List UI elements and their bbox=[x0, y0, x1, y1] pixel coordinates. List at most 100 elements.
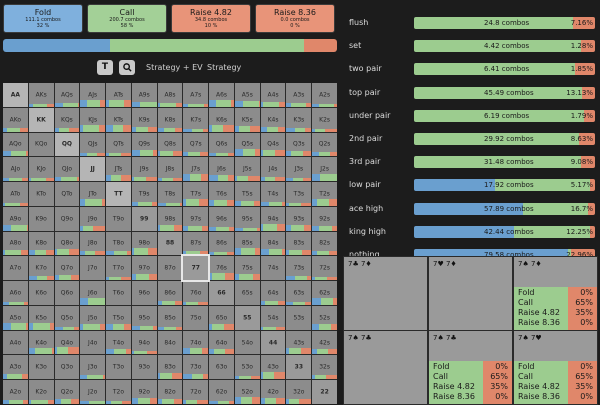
hand-cell-kts[interactable]: KTs bbox=[106, 107, 131, 132]
hand-cell-75o[interactable]: 75o bbox=[183, 305, 209, 330]
hand-cell-64o[interactable]: 64o bbox=[209, 330, 234, 355]
hand-cell-t5o[interactable]: T5o bbox=[106, 305, 131, 330]
hand-cell-qjo[interactable]: QJo bbox=[54, 157, 80, 182]
hand-cell-82s[interactable]: 82s bbox=[312, 231, 337, 256]
hand-cell-t2s[interactable]: T2s bbox=[312, 182, 337, 206]
hand-cell-jj[interactable]: JJ bbox=[80, 157, 106, 182]
hand-cell-85s[interactable]: 85s bbox=[234, 231, 260, 256]
hand-cell-q9s[interactable]: Q9s bbox=[131, 132, 157, 157]
hand-cell-a2s[interactable]: A2s bbox=[312, 83, 337, 107]
combo-panel[interactable]: Fold Call Raise 4.82 Raise 8.36 0% 65% 35% 0% 7♠… bbox=[428, 330, 513, 405]
hand-cell-k9o[interactable]: K9o bbox=[28, 206, 54, 231]
hand-cell-32o[interactable]: 32o bbox=[286, 380, 312, 404]
hand-cell-j9o[interactable]: J9o bbox=[80, 206, 106, 231]
hand-cell-q9o[interactable]: Q9o bbox=[54, 206, 80, 231]
hand-cell-q8o[interactable]: Q8o bbox=[54, 231, 80, 256]
hand-cell-k4o[interactable]: K4o bbox=[28, 330, 54, 355]
hand-cell-ako[interactable]: AKo bbox=[3, 107, 28, 132]
hand-cell-ato[interactable]: ATo bbox=[3, 182, 28, 206]
hand-cell-33[interactable]: 33 bbox=[286, 355, 312, 380]
hand-cell-t4s[interactable]: T4s bbox=[260, 182, 286, 206]
hand-cell-qq[interactable]: QQ bbox=[54, 132, 80, 157]
hand-cell-tt[interactable]: TT bbox=[106, 182, 131, 206]
hand-cell-kqo[interactable]: KQo bbox=[28, 132, 54, 157]
hand-cell-42s[interactable]: 42s bbox=[312, 330, 337, 355]
action-box-raise-8-36[interactable]: Raise 8.36 0.0 combos 0 % bbox=[255, 4, 335, 33]
search-button[interactable] bbox=[119, 60, 135, 75]
hand-cell-96o[interactable]: 96o bbox=[131, 281, 157, 305]
hand-cell-93s[interactable]: 93s bbox=[286, 206, 312, 231]
hand-cell-55[interactable]: 55 bbox=[234, 305, 260, 330]
hand-cell-t6s[interactable]: T6s bbox=[209, 182, 234, 206]
hand-cell-t6o[interactable]: T6o bbox=[106, 281, 131, 305]
stat-row-king-high[interactable]: king high 42.44 combos 12.25% bbox=[349, 225, 595, 238]
hand-cell-83s[interactable]: 83s bbox=[286, 231, 312, 256]
hand-cell-73o[interactable]: 73o bbox=[183, 355, 209, 380]
hand-cell-54o[interactable]: 54o bbox=[234, 330, 260, 355]
hand-cell-94o[interactable]: 94o bbox=[131, 330, 157, 355]
hand-cell-k3o[interactable]: K3o bbox=[28, 355, 54, 380]
hand-cell-k6s[interactable]: K6s bbox=[209, 107, 234, 132]
stat-row-ace-high[interactable]: ace high 57.89 combos 16.7% bbox=[349, 202, 595, 215]
hand-cell-q3o[interactable]: Q3o bbox=[54, 355, 80, 380]
hand-cell-97s[interactable]: 97s bbox=[183, 206, 209, 231]
hand-cell-aqo[interactable]: AQo bbox=[3, 132, 28, 157]
hand-cell-76s[interactable]: 76s bbox=[209, 256, 234, 281]
hand-cell-qto[interactable]: QTo bbox=[54, 182, 80, 206]
hand-cell-84o[interactable]: 84o bbox=[157, 330, 183, 355]
hand-cell-k9s[interactable]: K9s bbox=[131, 107, 157, 132]
stat-row-2nd-pair[interactable]: 2nd pair 29.92 combos 8.63% bbox=[349, 133, 595, 145]
hand-cell-t8s[interactable]: T8s bbox=[157, 182, 183, 206]
hand-cell-a4o[interactable]: A4o bbox=[3, 330, 28, 355]
hand-cell-65s[interactable]: 65s bbox=[234, 281, 260, 305]
hand-cell-k2o[interactable]: K2o bbox=[28, 380, 54, 404]
hand-cell-a3s[interactable]: A3s bbox=[286, 83, 312, 107]
hand-cell-53o[interactable]: 53o bbox=[234, 355, 260, 380]
hand-cell-a9s[interactable]: A9s bbox=[131, 83, 157, 107]
hand-cell-t9o[interactable]: T9o bbox=[106, 206, 131, 231]
hand-cell-ajs[interactable]: AJs bbox=[80, 83, 106, 107]
hand-cell-k3s[interactable]: K3s bbox=[286, 107, 312, 132]
combo-panel[interactable]: 7♣ 7♦ bbox=[343, 256, 428, 331]
hand-cell-92s[interactable]: 92s bbox=[312, 206, 337, 231]
hand-cell-88[interactable]: 88 bbox=[157, 231, 183, 256]
hand-cell-q2s[interactable]: Q2s bbox=[312, 132, 337, 157]
hand-cell-q2o[interactable]: Q2o bbox=[54, 380, 80, 404]
hand-cell-98o[interactable]: 98o bbox=[131, 231, 157, 256]
hand-cell-74o[interactable]: 74o bbox=[183, 330, 209, 355]
hand-cell-jto[interactable]: JTo bbox=[80, 182, 106, 206]
hand-cell-73s[interactable]: 73s bbox=[286, 256, 312, 281]
hand-cell-k2s[interactable]: K2s bbox=[312, 107, 337, 132]
hand-cell-a3o[interactable]: A3o bbox=[3, 355, 28, 380]
combo-panel[interactable]: 7♥ 7♦ bbox=[428, 256, 513, 331]
hand-cell-t3s[interactable]: T3s bbox=[286, 182, 312, 206]
hand-cell-97o[interactable]: 97o bbox=[131, 256, 157, 281]
hand-cell-44[interactable]: 44 bbox=[260, 330, 286, 355]
hand-cell-q7s[interactable]: Q7s bbox=[183, 132, 209, 157]
hand-cell-q4o[interactable]: Q4o bbox=[54, 330, 80, 355]
hand-cell-kto[interactable]: KTo bbox=[28, 182, 54, 206]
hand-cell-j6o[interactable]: J6o bbox=[80, 281, 106, 305]
stat-row-set[interactable]: set 4.42 combos 1.28% bbox=[349, 40, 595, 53]
hand-cell-aqs[interactable]: AQs bbox=[54, 83, 80, 107]
action-box-raise-4-82[interactable]: Raise 4.82 34.8 combos 10 % bbox=[171, 4, 251, 33]
hand-cell-52o[interactable]: 52o bbox=[234, 380, 260, 404]
hand-cell-k5s[interactable]: K5s bbox=[234, 107, 260, 132]
hand-cell-a5s[interactable]: A5s bbox=[234, 83, 260, 107]
hand-cell-53s[interactable]: 53s bbox=[286, 305, 312, 330]
hand-cell-54s[interactable]: 54s bbox=[260, 305, 286, 330]
hand-cell-96s[interactable]: 96s bbox=[209, 206, 234, 231]
hand-cell-72o[interactable]: 72o bbox=[183, 380, 209, 404]
hand-cell-t5s[interactable]: T5s bbox=[234, 182, 260, 206]
hand-cell-a6s[interactable]: A6s bbox=[209, 83, 234, 107]
stat-row-under-pair[interactable]: under pair 6.19 combos 1.79% bbox=[349, 109, 595, 122]
hand-cell-kjo[interactable]: KJo bbox=[28, 157, 54, 182]
hand-cell-ats[interactable]: ATs bbox=[106, 83, 131, 107]
hand-cell-j4s[interactable]: J4s bbox=[260, 157, 286, 182]
hand-cell-74s[interactable]: 74s bbox=[260, 256, 286, 281]
hand-cell-q4s[interactable]: Q4s bbox=[260, 132, 286, 157]
hand-cell-82o[interactable]: 82o bbox=[157, 380, 183, 404]
hand-cell-k4s[interactable]: K4s bbox=[260, 107, 286, 132]
hand-cell-t2o[interactable]: T2o bbox=[106, 380, 131, 404]
hand-cell-85o[interactable]: 85o bbox=[157, 305, 183, 330]
